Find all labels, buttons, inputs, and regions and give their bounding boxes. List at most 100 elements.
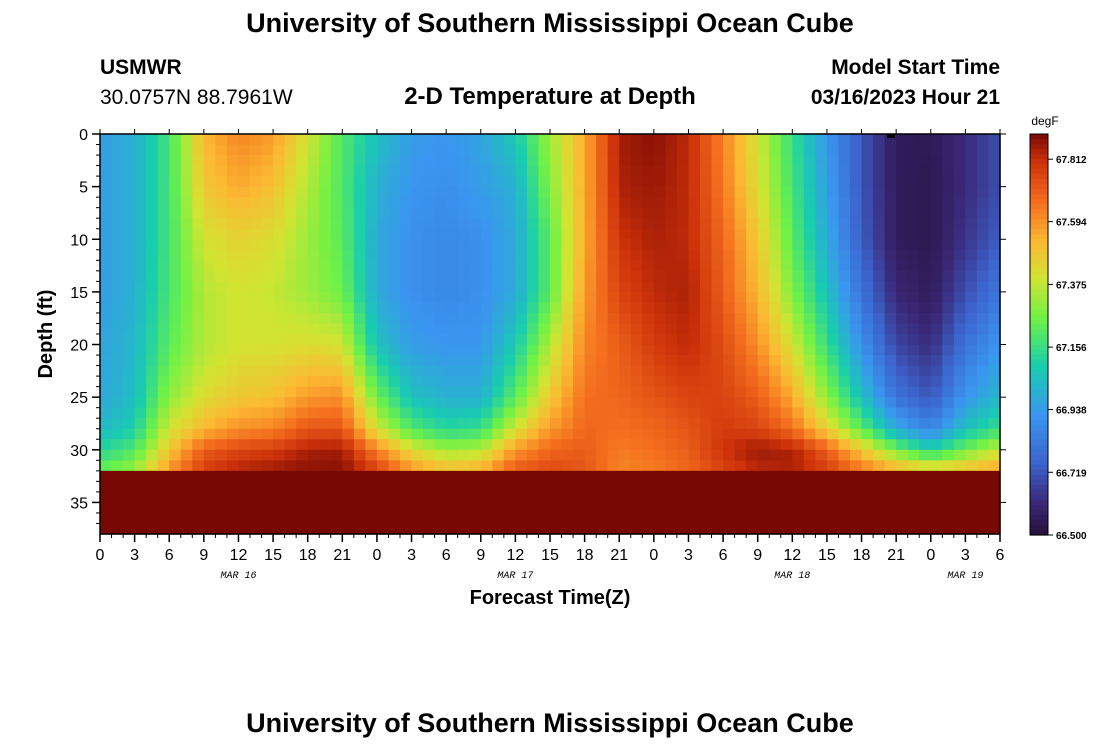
- heatmap-cell: [503, 155, 516, 167]
- heatmap-cell: [838, 481, 851, 493]
- heatmap-cell: [100, 344, 113, 356]
- heatmap-cell: [284, 512, 297, 525]
- heatmap-cell: [642, 418, 655, 430]
- heatmap-cell: [792, 344, 805, 356]
- heatmap-cell: [711, 260, 724, 272]
- heatmap-cell: [665, 470, 678, 482]
- heatmap-cell: [896, 365, 909, 377]
- heatmap-cell: [469, 207, 482, 219]
- heatmap-cell: [215, 228, 228, 240]
- heatmap-cell: [307, 134, 320, 146]
- heatmap-cell: [746, 176, 759, 188]
- day-label: MAR 16: [220, 571, 256, 582]
- heatmap-cell: [365, 228, 378, 240]
- heatmap-cell: [573, 386, 586, 398]
- heatmap-cell: [353, 239, 366, 251]
- heatmap-cell: [619, 228, 632, 240]
- heatmap-cell: [434, 302, 447, 314]
- heatmap-cell: [653, 523, 666, 535]
- heatmap-cell: [965, 291, 978, 304]
- heatmap-cell: [480, 470, 493, 482]
- heatmap-cell: [446, 439, 459, 451]
- heatmap-cell: [146, 155, 159, 167]
- heatmap-cell: [376, 228, 390, 240]
- heatmap-cell: [400, 334, 413, 346]
- heatmap-cell: [342, 291, 355, 304]
- heatmap-cell: [930, 281, 943, 293]
- heatmap-cell: [123, 144, 136, 156]
- heatmap-cell: [492, 365, 505, 377]
- heatmap-cell: [723, 428, 736, 440]
- heatmap-cell: [480, 197, 493, 209]
- heatmap-cell: [953, 376, 966, 388]
- heatmap-cell: [907, 502, 920, 514]
- heatmap-cell: [550, 481, 563, 493]
- heatmap-cell: [976, 460, 990, 472]
- heatmap-cell: [780, 386, 793, 398]
- heatmap-cell: [642, 312, 655, 325]
- heatmap-cell: [376, 344, 390, 356]
- heatmap-cell: [157, 323, 170, 335]
- heatmap-cell: [411, 207, 424, 219]
- heatmap-cell: [123, 176, 136, 188]
- heatmap-cell: [861, 281, 874, 293]
- heatmap-cell: [780, 186, 793, 198]
- heatmap-cell: [261, 502, 274, 514]
- heatmap-cell: [180, 502, 193, 514]
- heatmap-cell: [573, 155, 586, 167]
- heatmap-cell: [850, 134, 863, 146]
- heatmap-cell: [273, 449, 286, 461]
- heatmap-cell: [480, 207, 493, 219]
- heatmap-cell: [861, 512, 874, 525]
- heatmap-cell: [273, 218, 286, 230]
- heatmap-cell: [376, 165, 390, 177]
- heatmap-cell: [111, 323, 124, 335]
- heatmap-cell: [111, 207, 124, 219]
- heatmap-cell: [330, 281, 343, 293]
- heatmap-cell: [907, 312, 920, 325]
- heatmap-cell: [319, 176, 332, 188]
- heatmap-cell: [388, 523, 401, 535]
- heatmap-cell: [734, 186, 747, 198]
- heatmap-cell: [250, 165, 263, 177]
- heatmap-cell: [988, 449, 1001, 461]
- heatmap-cell: [226, 323, 240, 335]
- heatmap-cell: [723, 386, 736, 398]
- heatmap-cell: [215, 207, 228, 219]
- heatmap-cell: [238, 312, 251, 325]
- heatmap-cell: [515, 376, 528, 388]
- heatmap-cell: [815, 281, 828, 293]
- heatmap-cell: [457, 197, 470, 209]
- heatmap-cell: [169, 386, 182, 398]
- heatmap-cell: [411, 470, 424, 482]
- heatmap-cell: [238, 502, 251, 514]
- heatmap-cell: [238, 186, 251, 198]
- heatmap-cell: [100, 460, 113, 472]
- heatmap-cell: [780, 281, 793, 293]
- heatmap-cell: [642, 218, 655, 230]
- heatmap-cell: [965, 344, 978, 356]
- heatmap-cell: [296, 481, 309, 493]
- heatmap-cell: [411, 428, 424, 440]
- heatmap-cell: [157, 302, 170, 314]
- heatmap-cell: [111, 312, 124, 325]
- heatmap-cell: [180, 512, 193, 525]
- heatmap-cell: [642, 228, 655, 240]
- heatmap-cell: [607, 176, 620, 188]
- heatmap-cell: [757, 502, 770, 514]
- heatmap-cell: [307, 155, 320, 167]
- heatmap-cell: [734, 344, 747, 356]
- colorbar-segment: [1030, 189, 1048, 195]
- heatmap-cell: [907, 376, 920, 388]
- heatmap-cell: [596, 449, 609, 461]
- heatmap-cell: [284, 449, 297, 461]
- heatmap-cell: [873, 176, 886, 188]
- heatmap-cell: [376, 397, 390, 409]
- heatmap-cell: [873, 344, 886, 356]
- heatmap-cell: [930, 376, 943, 388]
- heatmap-cell: [619, 218, 632, 230]
- heatmap-cell: [250, 207, 263, 219]
- heatmap-cell: [792, 155, 805, 167]
- heatmap-cell: [400, 186, 413, 198]
- heatmap-cell: [757, 512, 770, 525]
